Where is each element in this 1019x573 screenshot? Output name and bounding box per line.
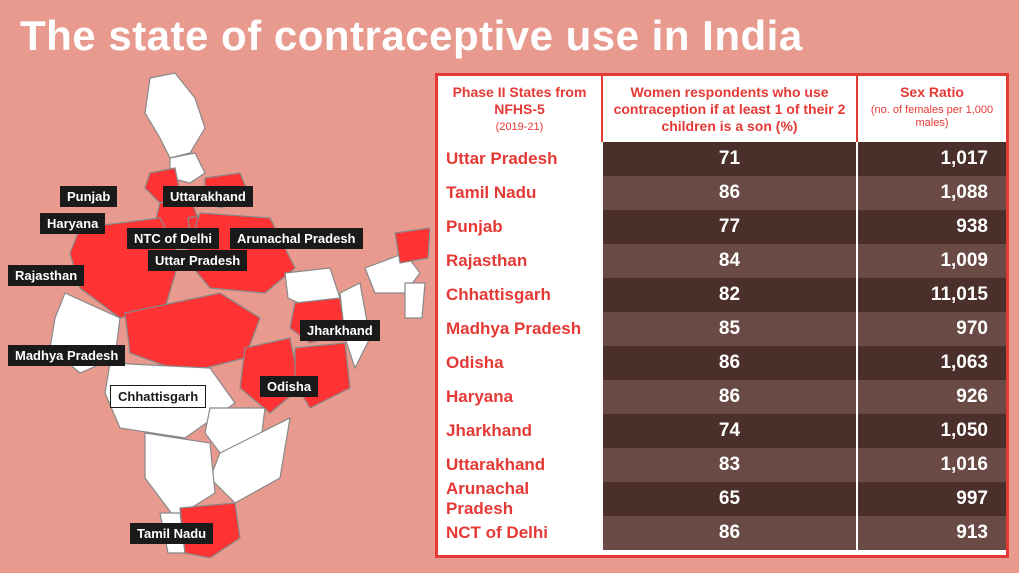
map-label: Tamil Nadu — [130, 523, 213, 544]
col-header-states: Phase II States from NFHS-5 (2019-21) — [438, 76, 603, 142]
state-name-cell: Rajasthan — [438, 244, 603, 278]
map-label: Haryana — [40, 213, 105, 234]
map-label: Punjab — [60, 186, 117, 207]
ratio-cell: 1,009 — [858, 244, 1006, 278]
pct-cell: 86 — [603, 516, 858, 550]
state-name-cell: Jharkhand — [438, 414, 603, 448]
state-name-cell: Uttarakhand — [438, 448, 603, 482]
ratio-cell: 11,015 — [858, 278, 1006, 312]
state-ne — [405, 283, 425, 318]
state-name-cell: Arunachal Pradesh — [438, 482, 603, 516]
content-row: Punjab Uttarakhand Haryana NTC of Delhi Arun… — [0, 68, 1019, 558]
table-row: Jharkhand741,050 — [438, 414, 1006, 448]
data-table: Phase II States from NFHS-5 (2019-21) Wo… — [435, 73, 1009, 558]
map-label: Odisha — [260, 376, 318, 397]
state-jk — [145, 73, 205, 158]
col-header-ratio: Sex Ratio (no. of females per 1,000 male… — [858, 76, 1006, 142]
pct-cell: 84 — [603, 244, 858, 278]
state-name-cell: Uttar Pradesh — [438, 142, 603, 176]
state-name-cell: Haryana — [438, 380, 603, 414]
state-name-cell: Chhattisgarh — [438, 278, 603, 312]
pct-cell: 82 — [603, 278, 858, 312]
table-row: Uttar Pradesh711,017 — [438, 142, 1006, 176]
ratio-cell: 1,063 — [858, 346, 1006, 380]
table-row: Madhya Pradesh85970 — [438, 312, 1006, 346]
ratio-cell: 1,016 — [858, 448, 1006, 482]
map-label: Rajasthan — [8, 265, 84, 286]
map-label: Chhattisgarh — [110, 385, 206, 408]
ratio-cell: 1,017 — [858, 142, 1006, 176]
state-name-cell: NCT of Delhi — [438, 516, 603, 550]
table-row: Uttarakhand831,016 — [438, 448, 1006, 482]
table-row: Chhattisgarh8211,015 — [438, 278, 1006, 312]
table-row: Tamil Nadu861,088 — [438, 176, 1006, 210]
table-row: Punjab77938 — [438, 210, 1006, 244]
map-label: Arunachal Pradesh — [230, 228, 363, 249]
col-header-pct: Women respondents who use contraception … — [603, 76, 858, 142]
table-header: Phase II States from NFHS-5 (2019-21) Wo… — [438, 76, 1006, 142]
ratio-cell: 926 — [858, 380, 1006, 414]
table-row: Haryana86926 — [438, 380, 1006, 414]
pct-cell: 77 — [603, 210, 858, 244]
pct-cell: 83 — [603, 448, 858, 482]
table-body: Uttar Pradesh711,017Tamil Nadu861,088Pun… — [438, 142, 1006, 550]
ratio-cell: 997 — [858, 482, 1006, 516]
map-area: Punjab Uttarakhand Haryana NTC of Delhi Arun… — [0, 68, 430, 558]
ratio-cell: 913 — [858, 516, 1006, 550]
map-label: Jharkhand — [300, 320, 380, 341]
map-label: NTC of Delhi — [127, 228, 219, 249]
pct-cell: 86 — [603, 176, 858, 210]
state-name-cell: Odisha — [438, 346, 603, 380]
table-row: Rajasthan841,009 — [438, 244, 1006, 278]
pct-cell: 65 — [603, 482, 858, 516]
ratio-cell: 938 — [858, 210, 1006, 244]
state-name-cell: Madhya Pradesh — [438, 312, 603, 346]
map-label: Madhya Pradesh — [8, 345, 125, 366]
pct-cell: 85 — [603, 312, 858, 346]
table-row: NCT of Delhi86913 — [438, 516, 1006, 550]
india-map — [10, 58, 430, 558]
map-label: Uttarakhand — [163, 186, 253, 207]
state-name-cell: Tamil Nadu — [438, 176, 603, 210]
ratio-cell: 1,050 — [858, 414, 1006, 448]
pct-cell: 86 — [603, 346, 858, 380]
pct-cell: 74 — [603, 414, 858, 448]
pct-cell: 71 — [603, 142, 858, 176]
table-row: Arunachal Pradesh65997 — [438, 482, 1006, 516]
state-name-cell: Punjab — [438, 210, 603, 244]
table-row: Odisha861,063 — [438, 346, 1006, 380]
ratio-cell: 1,088 — [858, 176, 1006, 210]
ratio-cell: 970 — [858, 312, 1006, 346]
map-label: Uttar Pradesh — [148, 250, 247, 271]
state-arunachal — [395, 228, 430, 263]
pct-cell: 86 — [603, 380, 858, 414]
